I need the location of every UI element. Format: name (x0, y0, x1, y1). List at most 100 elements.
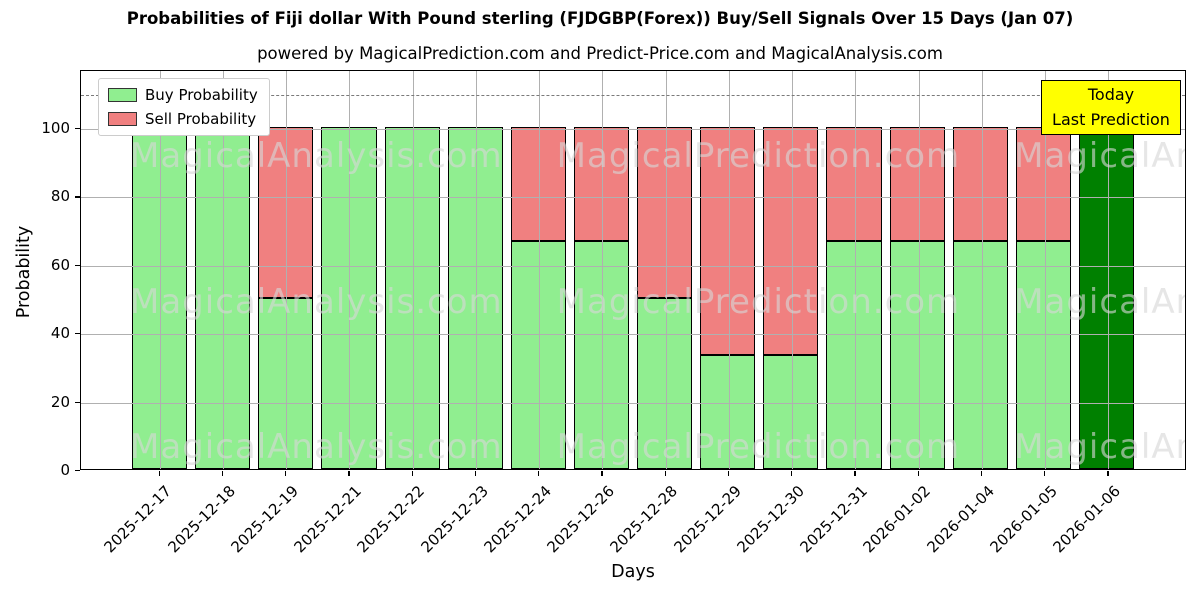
plot-area: MagicalAnalysis.com MagicalPrediction.co… (80, 70, 1186, 470)
bar-segment-buy (384, 127, 440, 469)
bar-segment-buy (763, 355, 819, 469)
bar-2026-01-05 (1015, 127, 1071, 469)
bar-segment-buy (447, 127, 503, 469)
y-tick-label-0: 0 (60, 461, 70, 479)
bar-2025-12-23 (447, 127, 503, 469)
x-tick-mark (411, 471, 413, 476)
bar-segment-sell (258, 127, 314, 299)
x-tick-mark (980, 471, 983, 476)
v-gridline-2025-12-30 (792, 71, 794, 469)
bar-segment-today (1078, 127, 1134, 469)
x-tick-label-2026-01-04: 2026-01-04 (923, 482, 998, 557)
buy-swatch-icon (108, 88, 137, 102)
h-gridline-40 (81, 334, 1185, 336)
y-tick-label-100: 100 (41, 119, 70, 138)
x-tick-label-2025-12-26: 2025-12-26 (543, 482, 619, 557)
y-tick-mark (75, 333, 80, 335)
x-tick-mark (474, 471, 477, 476)
x-tick-label-2026-01-06: 2026-01-06 (1049, 482, 1125, 557)
x-tick-mark (854, 471, 856, 476)
v-gridline-2026-01-05 (1045, 71, 1047, 469)
bar-segment-sell (510, 127, 566, 241)
bar-segment-buy (1015, 240, 1071, 469)
h-gridline-80 (81, 197, 1185, 199)
bar-segment-buy (826, 240, 882, 469)
v-gridline-2026-01-06 (1108, 71, 1110, 469)
today-annotation-box: Today Last Prediction (1041, 80, 1181, 135)
x-tick-label-2025-12-19: 2025-12-19 (227, 482, 302, 557)
x-tick-mark (221, 471, 224, 476)
x-tick-mark (348, 471, 350, 476)
h-gridline-20 (81, 402, 1185, 404)
x-tick-label-2025-12-21: 2025-12-21 (290, 482, 366, 557)
bar-2025-12-24 (510, 127, 566, 469)
x-tick-mark (538, 471, 540, 476)
x-tick-mark (1044, 471, 1046, 476)
bar-segment-buy (952, 240, 1008, 469)
bar-2025-12-22 (384, 127, 440, 469)
x-tick-label-2026-01-05: 2026-01-05 (986, 482, 1061, 557)
bar-2025-12-31 (826, 127, 882, 469)
x-tick-mark (727, 471, 730, 476)
today-annotation-line1: Today (1087, 84, 1135, 104)
v-gridline-2025-12-21 (349, 71, 351, 469)
y-tick-mark (75, 470, 80, 472)
v-gridline-2025-12-22 (412, 71, 414, 469)
bar-segment-sell (889, 127, 945, 241)
legend-item-buy: Buy Probability (108, 86, 258, 104)
y-tick-label-40: 40 (50, 324, 70, 343)
bar-2025-12-21 (321, 127, 377, 469)
bar-segment-sell (637, 127, 693, 299)
y-tick-label-20: 20 (50, 392, 70, 411)
bar-segment-sell (1015, 127, 1071, 241)
bar-segment-sell (826, 127, 882, 241)
x-tick-mark (664, 471, 666, 476)
h-gridline-100 (81, 129, 1185, 131)
chart-subtitle: powered by MagicalPrediction.com and Pre… (257, 44, 943, 63)
x-tick-label-2025-12-17: 2025-12-17 (100, 482, 176, 557)
y-tick-label-80: 80 (50, 187, 70, 206)
v-gridline-2025-12-31 (855, 71, 857, 469)
y-axis-label: Probability (14, 225, 34, 319)
x-tick-mark (791, 471, 793, 476)
bar-segment-buy (321, 127, 377, 469)
y-tick-mark (75, 196, 80, 198)
bar-segment-buy (573, 240, 629, 469)
bar-2026-01-02 (889, 127, 945, 469)
bar-2025-12-17 (132, 127, 188, 469)
v-gridline-2026-01-04 (981, 71, 983, 469)
bar-segment-sell (573, 127, 629, 241)
legend-item-sell: Sell Probability (108, 110, 258, 128)
x-tick-label-2025-12-18: 2025-12-18 (164, 482, 239, 557)
bar-segment-sell (952, 127, 1008, 241)
bar-2025-12-26 (573, 127, 629, 469)
y-tick-mark (75, 128, 80, 130)
v-gridline-2025-12-23 (475, 71, 477, 469)
x-tick-label-2025-12-22: 2025-12-22 (353, 482, 429, 557)
bar-2025-12-29 (700, 127, 756, 469)
x-tick-mark (158, 471, 160, 476)
x-tick-label-2025-12-23: 2025-12-23 (417, 482, 492, 557)
bar-segment-sell (763, 127, 819, 356)
x-tick-label-2025-12-24: 2025-12-24 (480, 482, 555, 557)
x-axis-label: Days (611, 562, 655, 582)
v-gridline-2025-12-28 (665, 71, 667, 469)
v-gridline-2025-12-29 (728, 71, 730, 469)
bar-segment-buy (195, 127, 251, 469)
bar-segment-buy (510, 240, 566, 469)
bar-2026-01-06 (1078, 127, 1134, 469)
x-tick-mark (285, 471, 287, 476)
sell-swatch-icon (108, 112, 137, 126)
bar-2025-12-18 (195, 127, 251, 469)
bars-row (81, 71, 1185, 469)
bar-2025-12-19 (258, 127, 314, 469)
x-tick-label-2025-12-31: 2025-12-31 (796, 482, 872, 557)
v-gridline-2025-12-24 (539, 71, 541, 469)
chart-title: Probabilities of Fiji dollar With Pound … (126, 9, 1074, 28)
x-tick-label-2025-12-29: 2025-12-29 (670, 482, 745, 557)
v-gridline-2025-12-18 (222, 71, 224, 469)
bar-segment-buy (637, 298, 693, 469)
y-tick-mark (75, 401, 80, 403)
legend: Buy Probability Sell Probability (98, 78, 270, 136)
bar-segment-buy (889, 240, 945, 469)
